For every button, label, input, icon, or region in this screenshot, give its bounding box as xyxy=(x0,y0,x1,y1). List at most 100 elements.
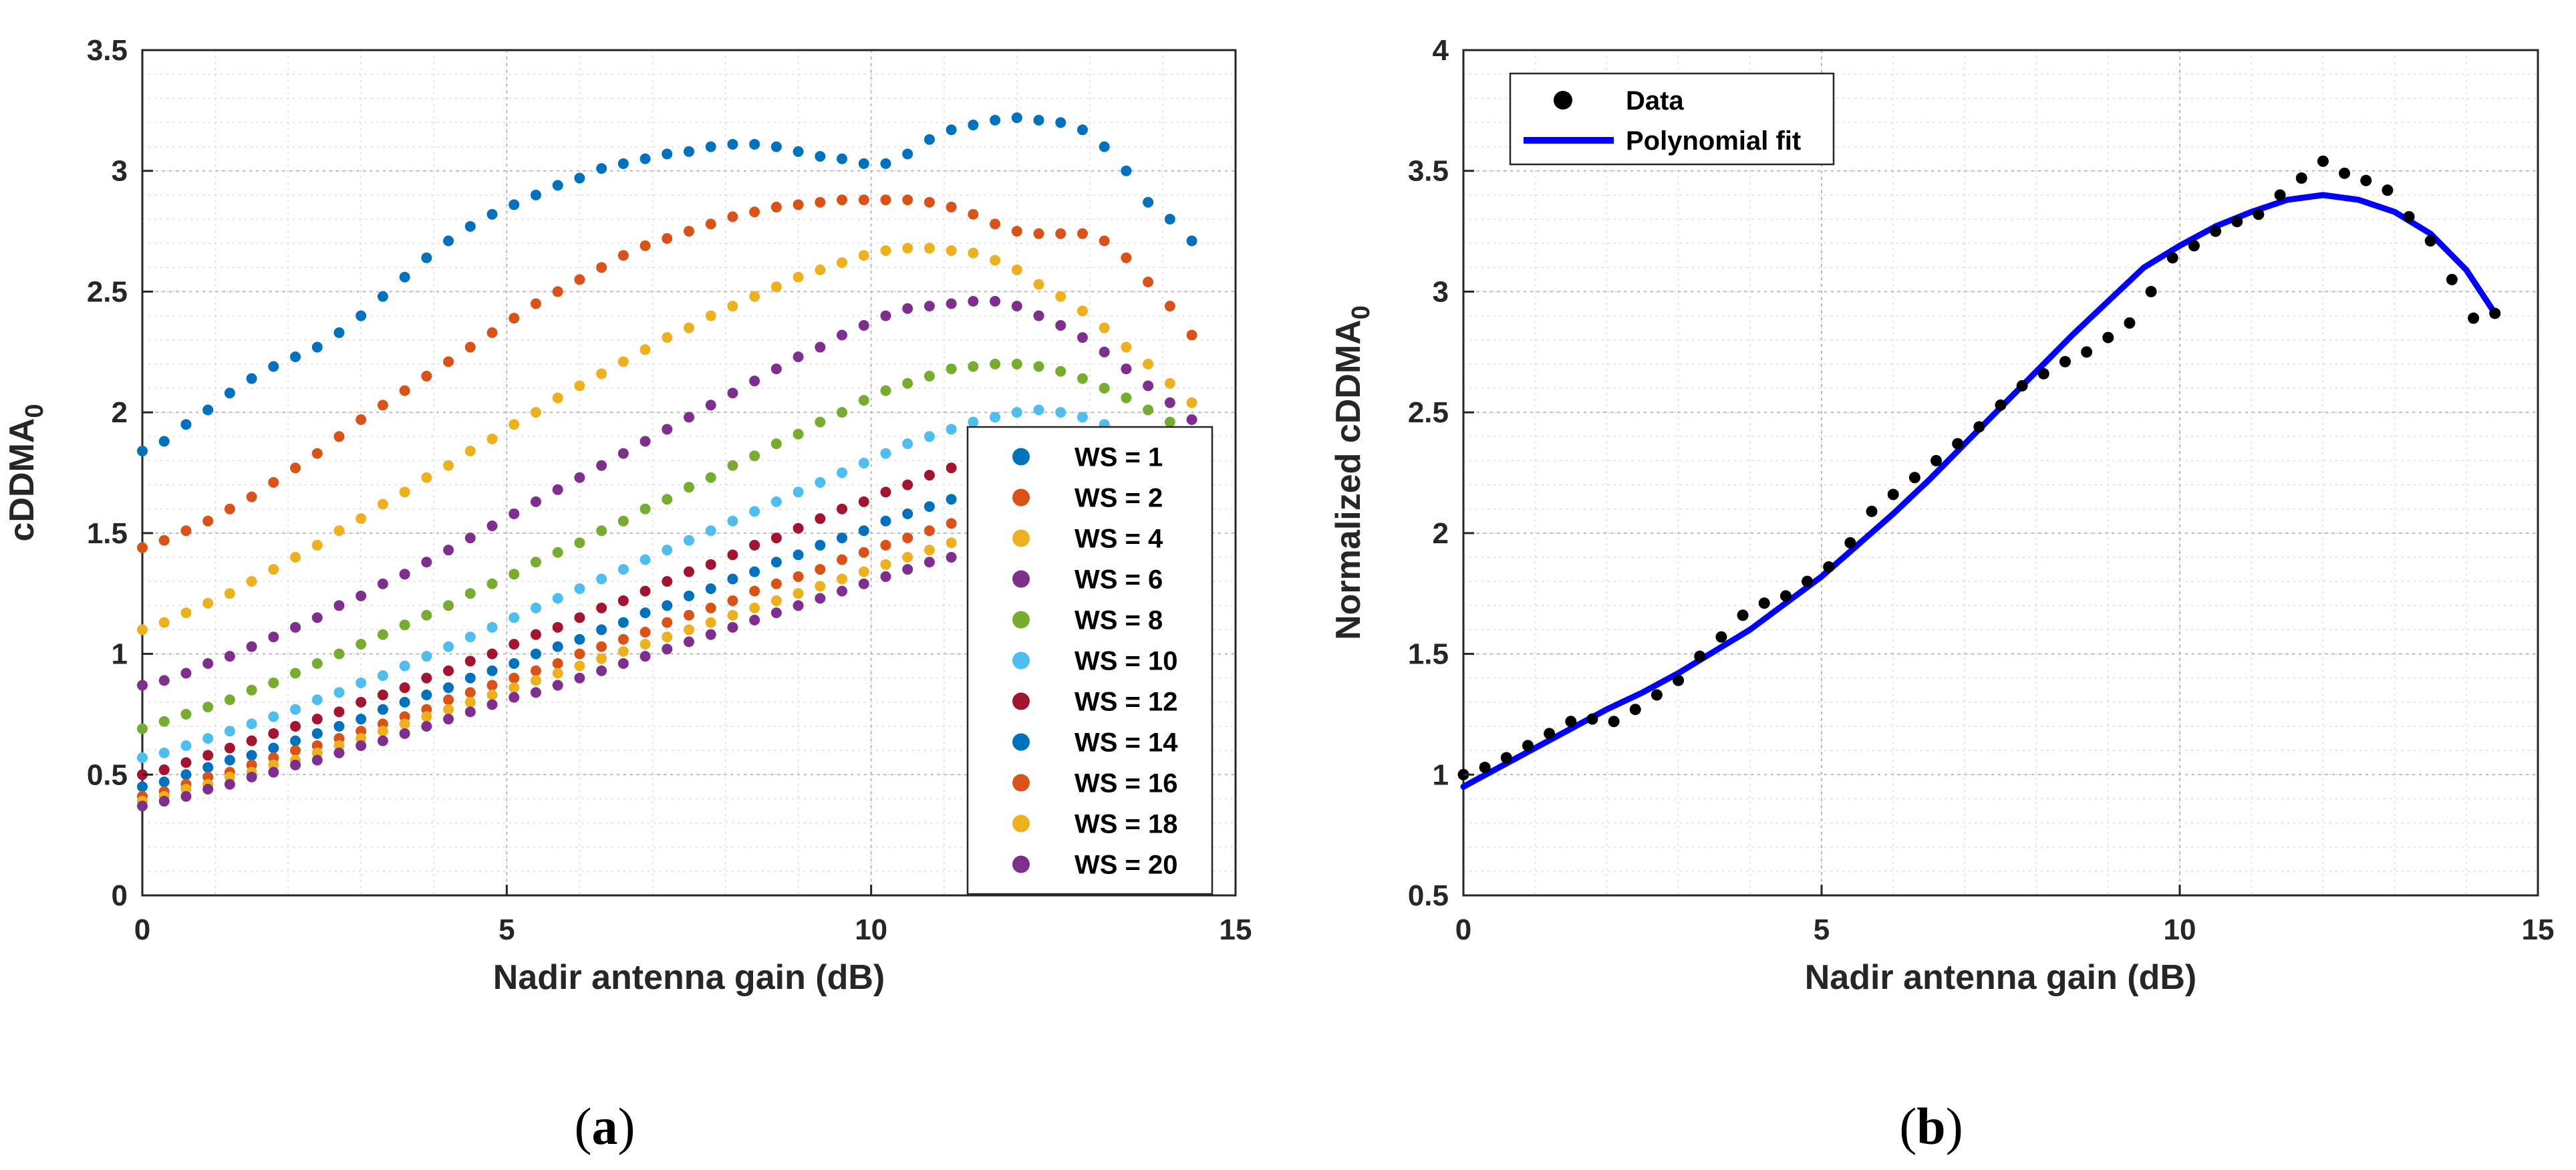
panel-a-point-ws-2 xyxy=(158,617,170,628)
panel-b-data-point xyxy=(2382,184,2394,196)
panel-a-point-ws-5 xyxy=(421,651,432,662)
panel-a-point-ws-2 xyxy=(727,301,738,312)
panel-a-point-ws-3 xyxy=(464,533,476,544)
panel-a-point-ws-1 xyxy=(464,341,476,353)
panel-a-point-ws-0 xyxy=(224,388,235,399)
panel-b-y-axis-label-main: Normalized cDDMA xyxy=(1329,319,1368,640)
panel-a-point-ws-0 xyxy=(311,341,323,353)
panel-a-point-ws-10 xyxy=(486,699,498,710)
panel-a-point-ws-1 xyxy=(946,201,957,212)
panel-a-point-ws-3 xyxy=(421,557,432,568)
panel-b-data-point xyxy=(1479,761,1491,773)
panel-a-point-ws-1 xyxy=(1055,228,1066,239)
a-y-tick-label: 0.5 xyxy=(87,758,128,791)
panel-a-point-ws-4 xyxy=(749,450,760,462)
panel-a-point-ws-2 xyxy=(1055,291,1066,302)
a-y-tick-label: 1.5 xyxy=(87,517,128,550)
panel-a-point-ws-8 xyxy=(464,687,476,698)
panel-a-point-ws-4 xyxy=(530,557,541,568)
panel-a-point-ws-2 xyxy=(486,433,498,444)
panel-a: 0 5 10 15 0 0.5 1 1.5 2 2.5 3 3.5 Nadir antenna gai… xyxy=(3,34,1252,1155)
panel-a-point-ws-4 xyxy=(180,708,192,720)
panel-a-point-ws-6 xyxy=(923,470,935,481)
panel-a-legend-label: WS = 18 xyxy=(1075,810,1178,839)
panel-a-point-ws-10 xyxy=(509,692,520,703)
panel-b-data-point xyxy=(2489,307,2501,319)
panel-a-point-ws-5 xyxy=(224,726,235,737)
panel-a-point-ws-10 xyxy=(399,728,410,739)
panel-a-point-ws-6 xyxy=(596,602,607,613)
panel-a-point-ws-10 xyxy=(530,687,541,698)
panel-a-point-ws-6 xyxy=(464,655,476,667)
panel-a-point-ws-7 xyxy=(333,721,345,732)
panel-a-point-ws-8 xyxy=(617,633,629,645)
panel-a-point-ws-7 xyxy=(749,566,760,577)
panel-a-legend-label: WS = 14 xyxy=(1075,728,1178,758)
panel-a-point-ws-1 xyxy=(793,199,804,210)
panel-a-point-ws-8 xyxy=(443,694,454,706)
panel-a-point-ws-1 xyxy=(990,218,1001,230)
panel-a-point-ws-6 xyxy=(421,672,432,684)
panel-a-point-ws-4 xyxy=(464,588,476,599)
panel-a-point-ws-7 xyxy=(596,624,607,635)
panel-a-point-ws-9 xyxy=(574,660,585,672)
panel-b-data-point xyxy=(1629,704,1641,716)
panel-a-legend-label: WS = 1 xyxy=(1075,443,1163,472)
panel-a-point-ws-0 xyxy=(793,146,804,157)
panel-a-point-ws-2 xyxy=(923,243,935,254)
panel-b-data-point xyxy=(2295,172,2307,184)
panel-a-point-ws-4 xyxy=(311,658,323,670)
panel-a-point-ws-5 xyxy=(662,545,673,556)
panel-a-point-ws-0 xyxy=(880,158,891,169)
panel-a-point-ws-5 xyxy=(509,612,520,623)
panel-a-point-ws-0 xyxy=(443,235,454,247)
panel-a-point-ws-8 xyxy=(684,609,694,621)
panel-a-point-ws-2 xyxy=(990,255,1001,266)
panel-a-point-ws-8 xyxy=(290,745,301,756)
panel-a-point-ws-4 xyxy=(617,515,629,527)
panel-a-point-ws-7 xyxy=(486,665,498,676)
panel-a-point-ws-3 xyxy=(311,612,323,623)
panel-a-point-ws-2 xyxy=(1186,397,1197,408)
panel-a-point-ws-5 xyxy=(464,631,476,643)
panel-a-point-ws-4 xyxy=(246,684,257,696)
panel-a-point-ws-4 xyxy=(224,694,235,706)
panel-a-point-ws-6 xyxy=(684,566,694,577)
panel-a-point-ws-9 xyxy=(793,588,804,599)
panel-a-point-ws-1 xyxy=(727,211,738,223)
panel-a-point-ws-7 xyxy=(705,583,716,594)
panel-a-point-ws-10 xyxy=(749,614,760,625)
a-y-tick-label: 3 xyxy=(112,155,128,188)
panel-a-point-ws-1 xyxy=(837,194,848,206)
panel-a-point-ws-8 xyxy=(770,578,782,589)
panel-a-point-ws-3 xyxy=(574,472,585,483)
panel-a-point-ws-1 xyxy=(902,194,913,206)
panel-a-point-ws-2 xyxy=(421,472,432,483)
panel-a-point-ws-3 xyxy=(552,484,563,495)
panel-a-point-ws-3 xyxy=(639,436,651,447)
panel-a-axes-frame xyxy=(141,49,1237,897)
panel-b-data-point xyxy=(2231,216,2243,228)
panel-a-point-ws-1 xyxy=(1164,301,1175,312)
panel-a-point-ws-1 xyxy=(574,274,585,285)
panel-a-point-ws-10 xyxy=(858,578,869,589)
panel-a-point-ws-8 xyxy=(727,595,738,607)
panel-a-point-ws-6 xyxy=(377,690,388,701)
panel-a-point-ws-6 xyxy=(837,503,848,515)
panel-b-data-point xyxy=(2081,346,2093,358)
panel-b-caption-close-paren: ) xyxy=(1946,1097,1963,1155)
panel-a-point-ws-6 xyxy=(749,539,760,551)
panel-a-legend-box xyxy=(966,426,1213,895)
panel-a-point-ws-2 xyxy=(574,380,585,392)
panel-a-point-ws-2 xyxy=(246,576,257,587)
panel-a-point-ws-3 xyxy=(770,363,782,375)
panel-a-point-ws-10 xyxy=(246,771,257,782)
b-y-tick-label: 3 xyxy=(1433,275,1449,308)
panel-a-point-ws-0 xyxy=(1143,196,1154,208)
panel-a-point-ws-5 xyxy=(639,554,651,565)
panel-b-axes-frame xyxy=(1462,49,2539,897)
panel-a-point-ws-0 xyxy=(968,120,979,131)
panel-a-point-ws-7 xyxy=(268,742,279,754)
panel-a-point-ws-5 xyxy=(1055,407,1066,418)
panel-a-point-ws-3 xyxy=(923,301,935,312)
